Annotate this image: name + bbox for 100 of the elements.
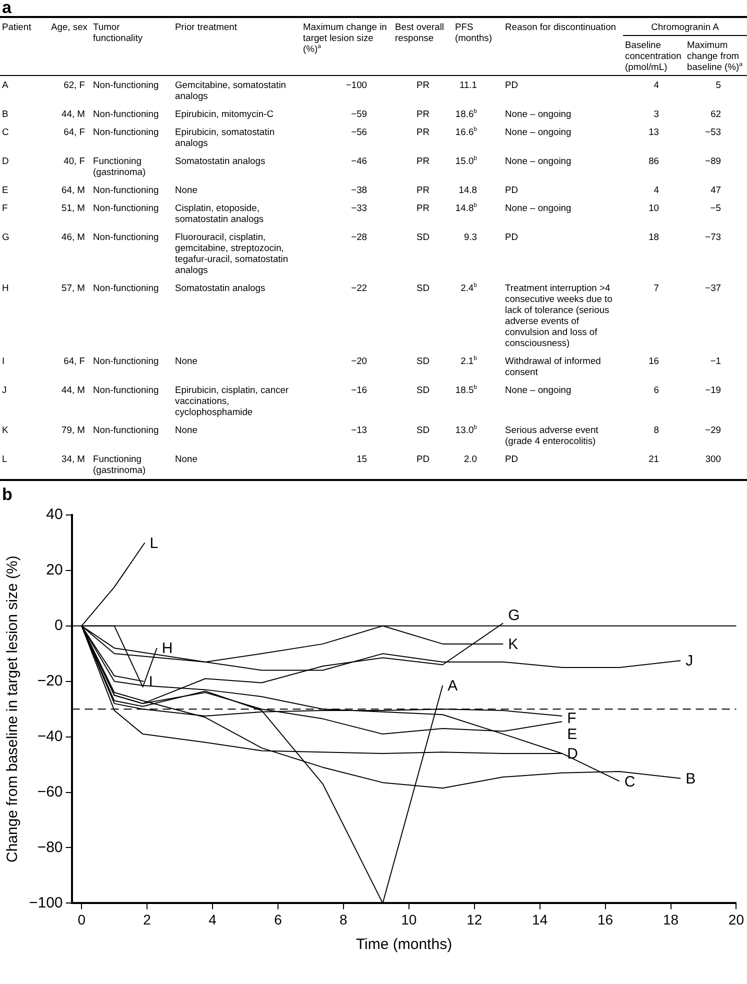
series-label: J [686, 652, 694, 670]
text: Non-functioning [93, 282, 159, 293]
text: −29 [705, 424, 721, 435]
text: 18.6$^{b}$ [455, 108, 477, 119]
category-label: Age, sex [49, 17, 91, 76]
text: Gemcitabine, somatostatin analogs [175, 79, 286, 101]
text: Somatostatin analogs [175, 155, 266, 166]
text: 64, F [64, 355, 85, 366]
text: Non-functioning [93, 108, 159, 119]
text: None – ongoing [505, 202, 572, 213]
text: 6 [654, 384, 659, 395]
y-tick-label: −60 [37, 783, 63, 800]
text: 2.4$^{b}$ [460, 282, 477, 293]
text: SD [416, 424, 430, 435]
y-tick-label: 40 [46, 506, 63, 524]
text: 47 [710, 184, 721, 195]
text: Serious adverse event (grade 4 enterocolitis) [505, 424, 598, 446]
text: −73 [705, 231, 721, 242]
text: −38 [351, 184, 367, 195]
category-label: PFS (months) [453, 17, 503, 76]
text: Non-functioning [93, 79, 159, 90]
series-label: C [624, 773, 636, 790]
x-tick-label: 0 [78, 911, 86, 928]
chart-title: b [1, 485, 14, 504]
text: 40, F [64, 155, 85, 166]
series-label: B [686, 770, 696, 788]
text: SD [416, 384, 430, 395]
x-tick-label: 2 [143, 911, 152, 928]
category-label: Tumor functionality [91, 17, 173, 76]
text: Chromogranin A [623, 17, 747, 36]
text: Non-functioning [93, 424, 159, 435]
text: 62, F [64, 79, 85, 90]
text: None – ongoing [505, 155, 572, 166]
text: J [2, 384, 7, 395]
text: 9.3 [464, 231, 477, 242]
x-tick-label: 18 [662, 911, 679, 928]
text: −5 [710, 202, 721, 213]
text: −13 [351, 424, 367, 435]
text: −20 [351, 355, 367, 366]
text: Epirubicin, mitomycin-C [175, 108, 274, 119]
text: Somatostatin analogs [175, 282, 266, 293]
text: K [2, 424, 8, 435]
category-label: Patient [0, 17, 49, 76]
x-tick-label: 8 [340, 911, 348, 928]
series-label: H [162, 640, 173, 658]
text: PD [505, 184, 518, 195]
text: Non-functioning [93, 202, 159, 213]
y-tick-label: −20 [37, 672, 63, 690]
text: Epirubicin, cisplatin, cancer vaccinations, cyclophosphamide [175, 384, 289, 417]
category-label: Prior treatment [173, 17, 301, 76]
text: −53 [705, 126, 721, 137]
text: PD [505, 453, 518, 464]
text: None [175, 424, 198, 435]
text: 62 [710, 108, 721, 119]
text: A [2, 79, 8, 90]
text: 44, M [62, 108, 85, 119]
text: 79, M [62, 424, 85, 435]
text: Fluorouracil, cisplatin, gemcitabine, streptozocin, tegafur-uracil, somatostatin analogs [175, 231, 288, 275]
text: F [2, 202, 8, 213]
text: Functioning (gastrinoma) [93, 155, 146, 177]
text: E [2, 184, 8, 195]
text: G [2, 231, 10, 242]
series-label: L [150, 534, 158, 552]
text: B [2, 108, 8, 119]
text: 64, F [64, 126, 85, 137]
text: 300 [705, 453, 721, 464]
x-tick-label: 4 [208, 911, 217, 928]
text: 11.1 [459, 79, 477, 90]
text: Non-functioning [93, 231, 159, 242]
x-tick-label: 14 [532, 911, 548, 928]
text: 57, M [62, 282, 85, 293]
y-tick-label: −80 [37, 838, 63, 856]
text: 64, M [62, 184, 85, 195]
text: 5 [716, 79, 721, 90]
text: None – ongoing [505, 384, 572, 395]
text: Non-functioning [93, 126, 159, 137]
text: PR [416, 202, 430, 213]
text: 10 [648, 202, 659, 213]
series-label: D [567, 746, 578, 763]
series-label: G [508, 607, 520, 624]
text: −46 [351, 155, 367, 166]
series-label: F [567, 710, 576, 728]
text: PR [416, 79, 430, 90]
category-label: Maximum change in target lesion size (%)$^{a}$ [301, 17, 393, 76]
text: SD [416, 231, 430, 242]
category-label: Maximum change from baseline (%)$^{a}$ [685, 36, 747, 76]
text: None [175, 453, 198, 464]
text: Withdrawal of informed consent [505, 355, 601, 377]
text: 46, M [62, 231, 85, 242]
x-axis-title: Time (months) [356, 936, 452, 954]
category-label: Best overall response [393, 17, 453, 76]
text: Non-functioning [93, 184, 159, 195]
text: L [2, 453, 8, 464]
text: PD [505, 79, 518, 90]
text: 86 [648, 155, 659, 166]
text: None – ongoing [505, 108, 572, 119]
text: PD [416, 453, 430, 464]
text: 34, M [62, 453, 85, 464]
text: −28 [351, 231, 367, 242]
series-label: K [508, 636, 518, 654]
